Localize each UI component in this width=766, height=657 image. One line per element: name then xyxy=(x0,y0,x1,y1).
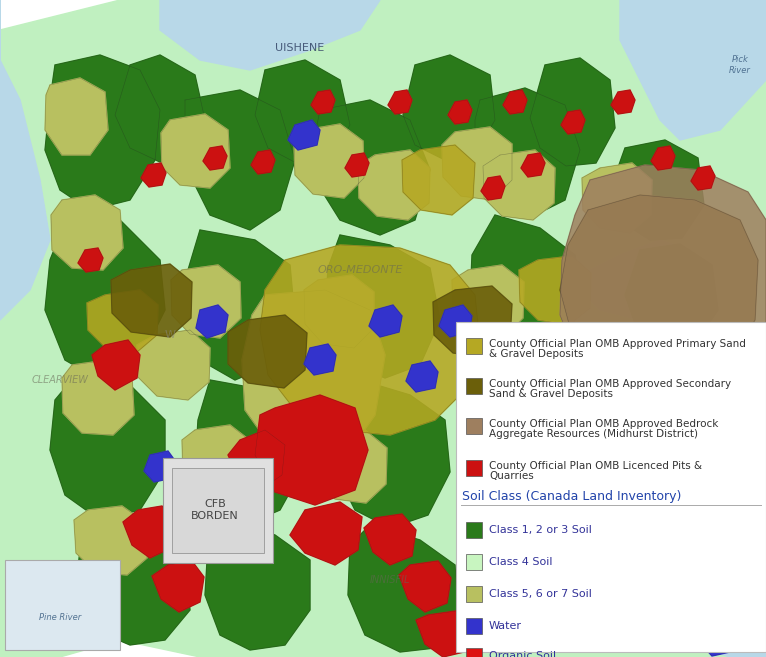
Polygon shape xyxy=(442,127,512,200)
Polygon shape xyxy=(205,520,310,650)
Bar xyxy=(5,560,120,650)
Bar xyxy=(466,460,482,476)
Bar xyxy=(466,338,482,354)
Polygon shape xyxy=(45,55,160,210)
Text: W: W xyxy=(165,330,175,340)
Polygon shape xyxy=(483,150,555,220)
Polygon shape xyxy=(345,153,369,177)
Polygon shape xyxy=(689,378,713,402)
Polygon shape xyxy=(358,150,430,220)
Polygon shape xyxy=(152,561,204,612)
Polygon shape xyxy=(304,275,374,348)
Polygon shape xyxy=(582,163,652,233)
Text: & Gravel Deposits: & Gravel Deposits xyxy=(489,349,584,359)
Bar xyxy=(466,378,482,394)
Bar xyxy=(456,322,766,652)
Polygon shape xyxy=(288,120,320,150)
Polygon shape xyxy=(691,166,715,190)
Polygon shape xyxy=(316,430,387,503)
Bar xyxy=(466,522,482,538)
Text: Pick
River: Pick River xyxy=(729,55,751,75)
Bar xyxy=(163,458,273,563)
Text: Aggregate Resources (Midhurst District): Aggregate Resources (Midhurst District) xyxy=(489,429,698,439)
Polygon shape xyxy=(521,153,545,177)
Polygon shape xyxy=(402,145,475,215)
Text: County Official Plan OMB Approved Primary Sand: County Official Plan OMB Approved Primar… xyxy=(489,339,746,349)
Text: Pine River: Pine River xyxy=(39,614,81,622)
Polygon shape xyxy=(185,90,295,230)
Polygon shape xyxy=(580,470,766,657)
Polygon shape xyxy=(406,361,438,392)
Polygon shape xyxy=(62,360,134,435)
Polygon shape xyxy=(242,290,385,460)
Polygon shape xyxy=(196,305,228,338)
Polygon shape xyxy=(260,245,480,435)
Bar xyxy=(466,648,482,657)
Bar xyxy=(466,418,482,434)
Polygon shape xyxy=(620,0,766,140)
Polygon shape xyxy=(78,248,103,272)
Polygon shape xyxy=(50,370,165,520)
Bar xyxy=(466,586,482,602)
Polygon shape xyxy=(315,100,430,235)
Polygon shape xyxy=(530,58,615,166)
Polygon shape xyxy=(255,395,368,505)
Polygon shape xyxy=(294,124,364,198)
Polygon shape xyxy=(481,176,505,200)
Polygon shape xyxy=(111,264,192,337)
Bar xyxy=(466,618,482,634)
Polygon shape xyxy=(137,330,210,400)
Polygon shape xyxy=(171,265,241,338)
Polygon shape xyxy=(651,146,675,170)
Polygon shape xyxy=(141,163,166,187)
Polygon shape xyxy=(195,380,305,525)
Polygon shape xyxy=(369,305,402,337)
Text: County Official Plan OMB Licenced Pits &: County Official Plan OMB Licenced Pits & xyxy=(489,461,702,471)
Polygon shape xyxy=(602,451,673,521)
Polygon shape xyxy=(75,520,190,645)
Polygon shape xyxy=(503,90,527,114)
Polygon shape xyxy=(639,326,671,357)
Polygon shape xyxy=(87,290,158,352)
Polygon shape xyxy=(560,195,758,390)
Polygon shape xyxy=(433,286,512,358)
Polygon shape xyxy=(448,100,472,124)
Polygon shape xyxy=(463,412,535,484)
Text: County Official Plan OMB Approved Secondary: County Official Plan OMB Approved Second… xyxy=(489,379,731,389)
Polygon shape xyxy=(290,502,362,565)
Polygon shape xyxy=(364,514,416,565)
Text: Class 4 Soil: Class 4 Soil xyxy=(489,557,552,567)
Polygon shape xyxy=(399,561,451,612)
Polygon shape xyxy=(335,380,450,528)
Text: CFB
BORDEN: CFB BORDEN xyxy=(192,499,239,521)
Polygon shape xyxy=(123,506,175,558)
Polygon shape xyxy=(614,576,667,630)
Polygon shape xyxy=(632,456,724,548)
Polygon shape xyxy=(561,110,585,134)
Polygon shape xyxy=(560,165,766,405)
Text: Class 5, 6 or 7 Soil: Class 5, 6 or 7 Soil xyxy=(489,589,592,599)
Bar xyxy=(466,554,482,570)
Text: Water: Water xyxy=(489,621,522,631)
Polygon shape xyxy=(403,55,495,160)
Polygon shape xyxy=(475,88,580,215)
Polygon shape xyxy=(470,215,582,362)
Polygon shape xyxy=(633,555,724,642)
Polygon shape xyxy=(160,0,380,70)
Polygon shape xyxy=(610,140,704,240)
Polygon shape xyxy=(627,350,720,446)
Polygon shape xyxy=(228,430,285,490)
Polygon shape xyxy=(185,230,295,380)
Polygon shape xyxy=(580,240,700,320)
Polygon shape xyxy=(74,506,147,575)
Text: Quarries: Quarries xyxy=(489,471,534,481)
Polygon shape xyxy=(45,210,165,380)
Polygon shape xyxy=(144,451,176,482)
Polygon shape xyxy=(569,426,620,480)
Text: INNISFIL: INNISFIL xyxy=(370,575,410,585)
Polygon shape xyxy=(452,265,524,338)
Polygon shape xyxy=(416,611,469,657)
Text: County Official Plan OMB Approved Bedrock: County Official Plan OMB Approved Bedroc… xyxy=(489,419,719,429)
Polygon shape xyxy=(255,60,350,165)
